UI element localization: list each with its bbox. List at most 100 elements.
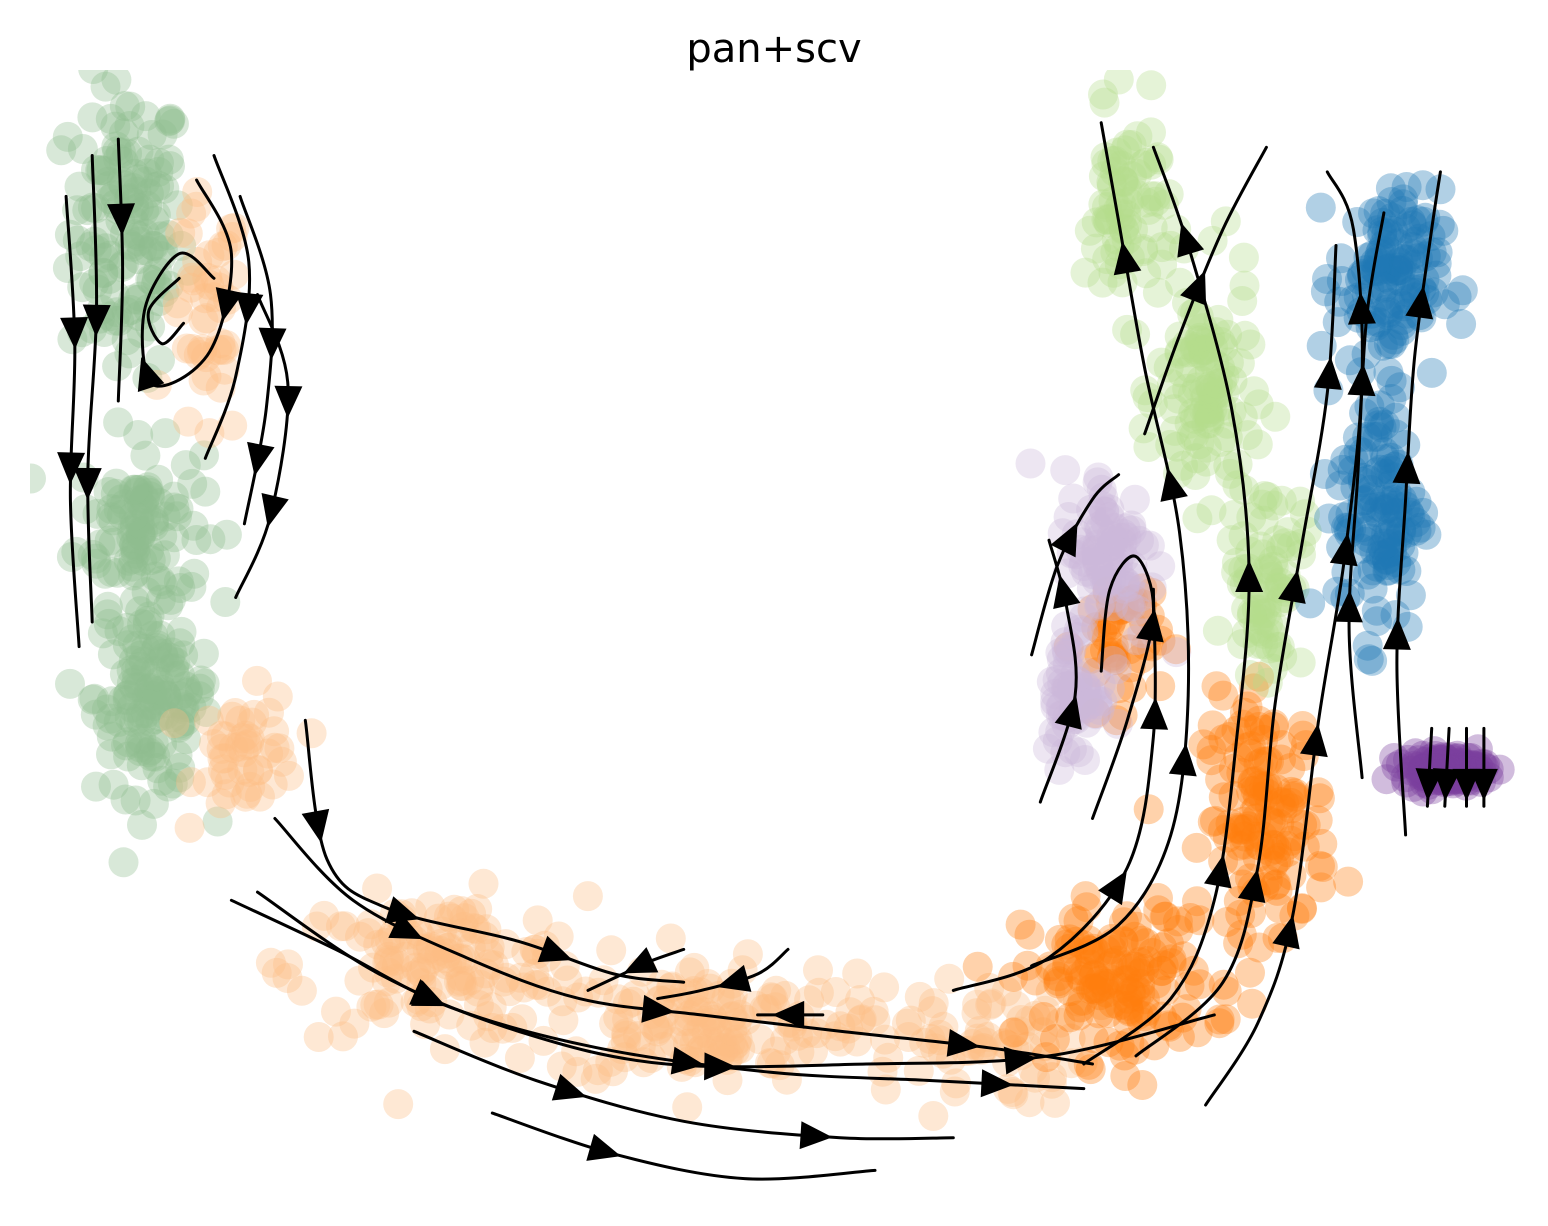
- data-point: [434, 999, 465, 1030]
- data-point: [188, 365, 219, 396]
- data-point: [122, 477, 153, 508]
- data-point: [1354, 523, 1385, 554]
- data-point: [1143, 895, 1174, 926]
- data-point: [1083, 462, 1114, 493]
- data-point: [96, 494, 127, 525]
- data-point: [124, 475, 155, 505]
- data-point: [715, 1027, 746, 1058]
- data-point: [1104, 673, 1134, 704]
- data-point: [1208, 782, 1239, 813]
- data-point: [717, 1015, 747, 1046]
- data-point: [1085, 522, 1116, 553]
- data-point: [227, 754, 258, 785]
- data-point: [1419, 736, 1450, 767]
- data-point: [165, 710, 196, 741]
- data-point: [194, 418, 225, 449]
- data-point: [1376, 365, 1407, 396]
- data-point: [138, 620, 169, 651]
- data-point: [188, 638, 219, 669]
- data-point: [1094, 531, 1125, 562]
- data-point: [1071, 678, 1102, 709]
- data-point: [1115, 976, 1146, 1007]
- data-point: [124, 651, 155, 682]
- data-point: [1119, 921, 1150, 952]
- data-point: [611, 1020, 642, 1051]
- data-point: [1097, 988, 1128, 1019]
- data-point: [1307, 852, 1338, 882]
- data-point: [1372, 545, 1402, 575]
- streamline-arrow: [1313, 356, 1342, 390]
- data-point: [123, 192, 154, 223]
- data-point: [77, 539, 108, 570]
- data-point: [119, 672, 150, 703]
- data-point: [1097, 948, 1128, 978]
- data-point: [145, 620, 176, 651]
- data-point: [1143, 883, 1173, 913]
- data-point: [1240, 775, 1271, 806]
- streamline-7: [146, 276, 185, 346]
- data-point: [1068, 602, 1099, 633]
- data-point: [744, 1024, 775, 1055]
- data-point: [1267, 794, 1298, 825]
- data-point: [181, 191, 212, 222]
- data-point: [1253, 806, 1284, 837]
- data-point: [1096, 924, 1127, 954]
- data-point: [112, 680, 143, 711]
- data-point: [1068, 616, 1099, 647]
- data-point: [1107, 973, 1138, 1003]
- data-point: [1112, 964, 1143, 995]
- data-point: [1098, 631, 1129, 662]
- data-point: [1127, 1070, 1158, 1100]
- data-point: [1364, 406, 1395, 437]
- data-point: [1324, 286, 1355, 317]
- data-point: [75, 231, 106, 262]
- data-point: [1102, 708, 1133, 739]
- data-point: [162, 740, 193, 771]
- streamline-arrow: [946, 1028, 981, 1057]
- data-point: [1079, 505, 1110, 536]
- data-point: [1259, 611, 1290, 642]
- data-point: [1367, 330, 1398, 361]
- data-point: [1096, 521, 1127, 551]
- data-point: [1074, 215, 1105, 246]
- data-point: [1352, 559, 1383, 590]
- data-point: [117, 624, 148, 655]
- data-point: [1014, 1087, 1045, 1118]
- data-point: [1276, 825, 1306, 856]
- data-point: [98, 527, 129, 558]
- data-point: [1050, 455, 1081, 486]
- data-point: [1112, 314, 1143, 345]
- data-point: [1080, 233, 1111, 264]
- data-point: [1391, 172, 1422, 202]
- data-point: [205, 788, 236, 819]
- data-point: [1365, 390, 1395, 421]
- data-point: [1369, 409, 1400, 440]
- data-point: [1289, 499, 1320, 530]
- data-point: [870, 1074, 901, 1105]
- data-point: [1184, 429, 1214, 460]
- data-point: [92, 710, 123, 741]
- data-point: [1372, 555, 1403, 586]
- data-point: [173, 406, 204, 437]
- data-point: [1351, 339, 1382, 370]
- data-point: [1216, 525, 1247, 556]
- data-point: [1087, 686, 1118, 717]
- data-point: [191, 697, 222, 727]
- data-point: [1094, 968, 1125, 999]
- data-point: [143, 156, 174, 187]
- data-point: [1106, 522, 1137, 553]
- data-point: [1215, 808, 1246, 839]
- data-point: [121, 557, 151, 588]
- data-point: [1098, 186, 1129, 217]
- data-point: [1279, 782, 1310, 813]
- data-point: [1116, 130, 1147, 160]
- data-point: [345, 921, 375, 952]
- data-point: [303, 1022, 334, 1052]
- data-point: [1070, 672, 1101, 703]
- data-point: [91, 146, 122, 176]
- data-point: [123, 485, 154, 516]
- data-point: [1146, 956, 1177, 987]
- data-point: [1226, 919, 1257, 950]
- data-point: [511, 937, 542, 967]
- data-point: [113, 680, 144, 710]
